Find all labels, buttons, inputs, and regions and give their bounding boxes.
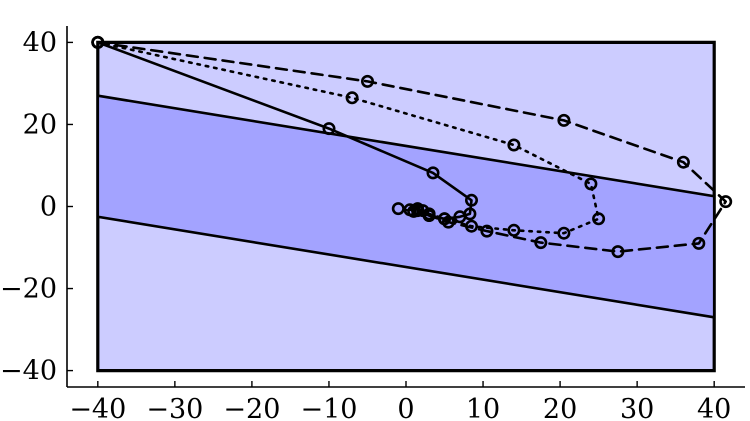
x-tick-label: −10 — [300, 394, 357, 421]
x-tick-label: 20 — [543, 394, 577, 421]
data-point-dashed-4 — [719, 195, 733, 209]
data-point-dotted-3 — [584, 177, 598, 191]
x-tick-label: −20 — [223, 394, 280, 421]
data-point-dashed-3 — [676, 155, 690, 169]
ticks-layer: −40 −30 −20 −10 0 10 20 30 40 −40 −20 0 20 40 — [0, 27, 731, 421]
x-tick-label: 30 — [620, 394, 654, 421]
x-tick-label: −40 — [69, 394, 126, 421]
data-point-dashed-8 — [480, 224, 494, 238]
data-point-solid-2 — [426, 166, 440, 180]
data-point-dotted-5 — [557, 226, 571, 240]
y-tick-label: 40 — [23, 27, 57, 58]
data-point-dotted-10 — [407, 204, 421, 218]
data-point-dashed-2 — [557, 113, 571, 127]
data-point-solid-1 — [322, 122, 336, 136]
x-tick-label: 40 — [697, 394, 731, 421]
y-tick-label: −40 — [0, 356, 57, 387]
series-layer — [91, 35, 733, 259]
y-tick-label: −20 — [0, 274, 57, 305]
data-point-dotted-7 — [464, 219, 478, 233]
data-point-dotted-8 — [437, 212, 451, 226]
x-tick-label: −30 — [146, 394, 203, 421]
series-line-dashed — [96, 41, 728, 253]
data-point-dashed-5 — [692, 236, 706, 250]
y-tick-label: 20 — [23, 109, 57, 140]
series-line-solid — [96, 41, 473, 221]
data-point-dotted-4 — [592, 212, 606, 226]
data-point-solid-3 — [464, 193, 478, 207]
data-point-dashed-1 — [360, 74, 374, 88]
data-point-dotted-9 — [422, 207, 436, 221]
y-tick-label: 0 — [40, 192, 57, 223]
series-dotted — [91, 35, 606, 240]
data-point-dashed-7 — [534, 236, 548, 250]
data-point-solid-5 — [453, 210, 467, 224]
data-point-dotted-6 — [507, 223, 521, 237]
x-tick-label: 0 — [397, 394, 414, 421]
data-point-dotted-11 — [391, 202, 405, 216]
data-point-dashed-6 — [611, 245, 625, 259]
data-point-dotted-2 — [507, 138, 521, 152]
data-point-dotted-0 — [91, 35, 105, 49]
series-line-dotted — [96, 41, 600, 235]
x-tick-label: 10 — [466, 394, 500, 421]
data-point-dotted-1 — [345, 91, 359, 105]
